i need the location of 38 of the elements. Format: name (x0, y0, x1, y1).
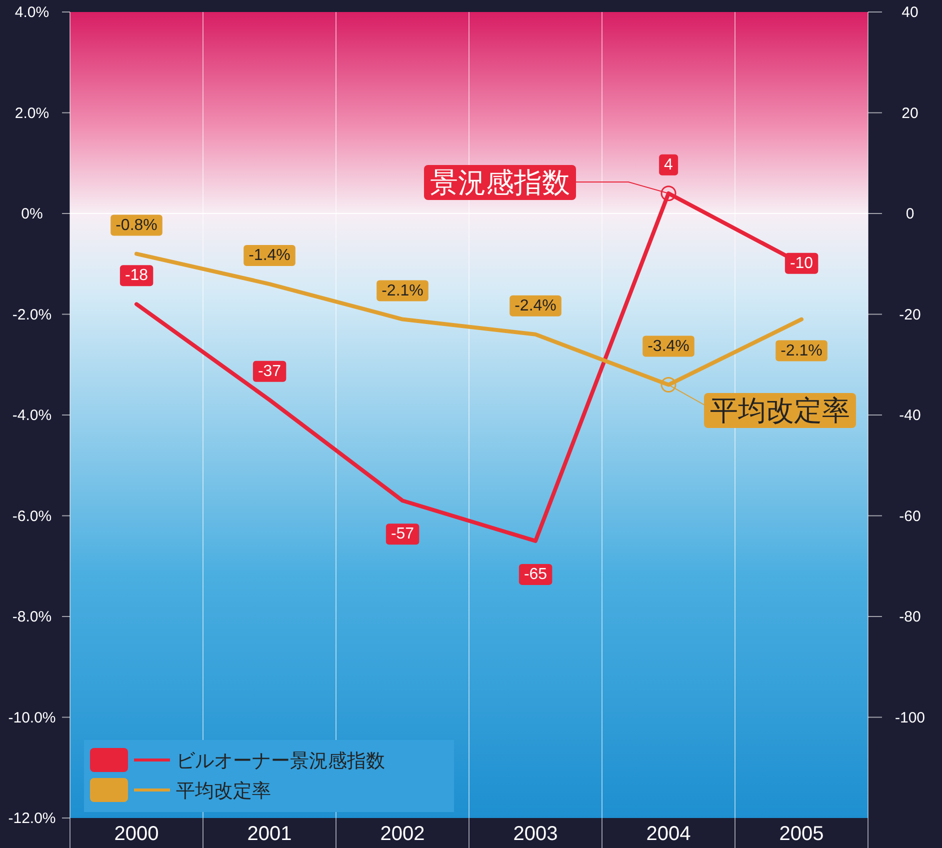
data-label: -3.4% (648, 338, 690, 355)
y-tick-label: -10.0% (8, 709, 56, 726)
annotation: 平均改定率 (710, 395, 850, 426)
x-tick-label: 2003 (513, 823, 558, 845)
data-label: -2.4% (514, 297, 556, 314)
y2-tick-label: 0 (906, 206, 914, 222)
y-tick-label: 4.0% (14, 4, 50, 21)
y-tick-label: -6.0% (12, 508, 52, 525)
y-tick-label: 2.0% (14, 104, 50, 122)
x-tick-label: 2002 (380, 823, 425, 845)
annotation: 景況感指数 (430, 167, 570, 198)
x-tick-label: 2001 (247, 823, 292, 845)
data-label: -2.1% (780, 342, 822, 360)
data-label: -57 (390, 526, 414, 543)
y2-tick-label: -20 (899, 306, 921, 324)
y2-tick-label: 20 (902, 104, 918, 122)
data-label: -2.1% (382, 282, 424, 300)
data-label: -0.8% (116, 216, 158, 234)
y2-tick-label: -40 (899, 407, 921, 424)
y2-tick-label: -100 (894, 709, 926, 726)
y-tick-label: -4.0% (12, 407, 52, 424)
x-tick-label: 2004 (646, 823, 691, 845)
y2-tick-label: 40 (902, 4, 918, 21)
data-label: -65 (524, 566, 548, 583)
data-label: 4 (664, 156, 674, 174)
y-tick-label: -8.0% (12, 608, 52, 626)
y2-tick-label: -60 (899, 508, 921, 525)
y-tick-label: -12.0% (8, 810, 56, 827)
y-tick-label: 0% (21, 206, 43, 222)
y-tick-label: -2.0% (12, 306, 52, 324)
y2-tick-label: -80 (899, 608, 921, 626)
data-label: -37 (258, 362, 282, 380)
legend-label: ビルオーナー景況感指数 (176, 751, 385, 772)
data-label: -18 (124, 267, 148, 284)
x-tick-label: 2000 (114, 823, 159, 845)
legend-label: 平均改定率 (176, 780, 271, 802)
data-label: -1.4% (248, 247, 290, 264)
x-tick-label: 2005 (779, 823, 824, 845)
